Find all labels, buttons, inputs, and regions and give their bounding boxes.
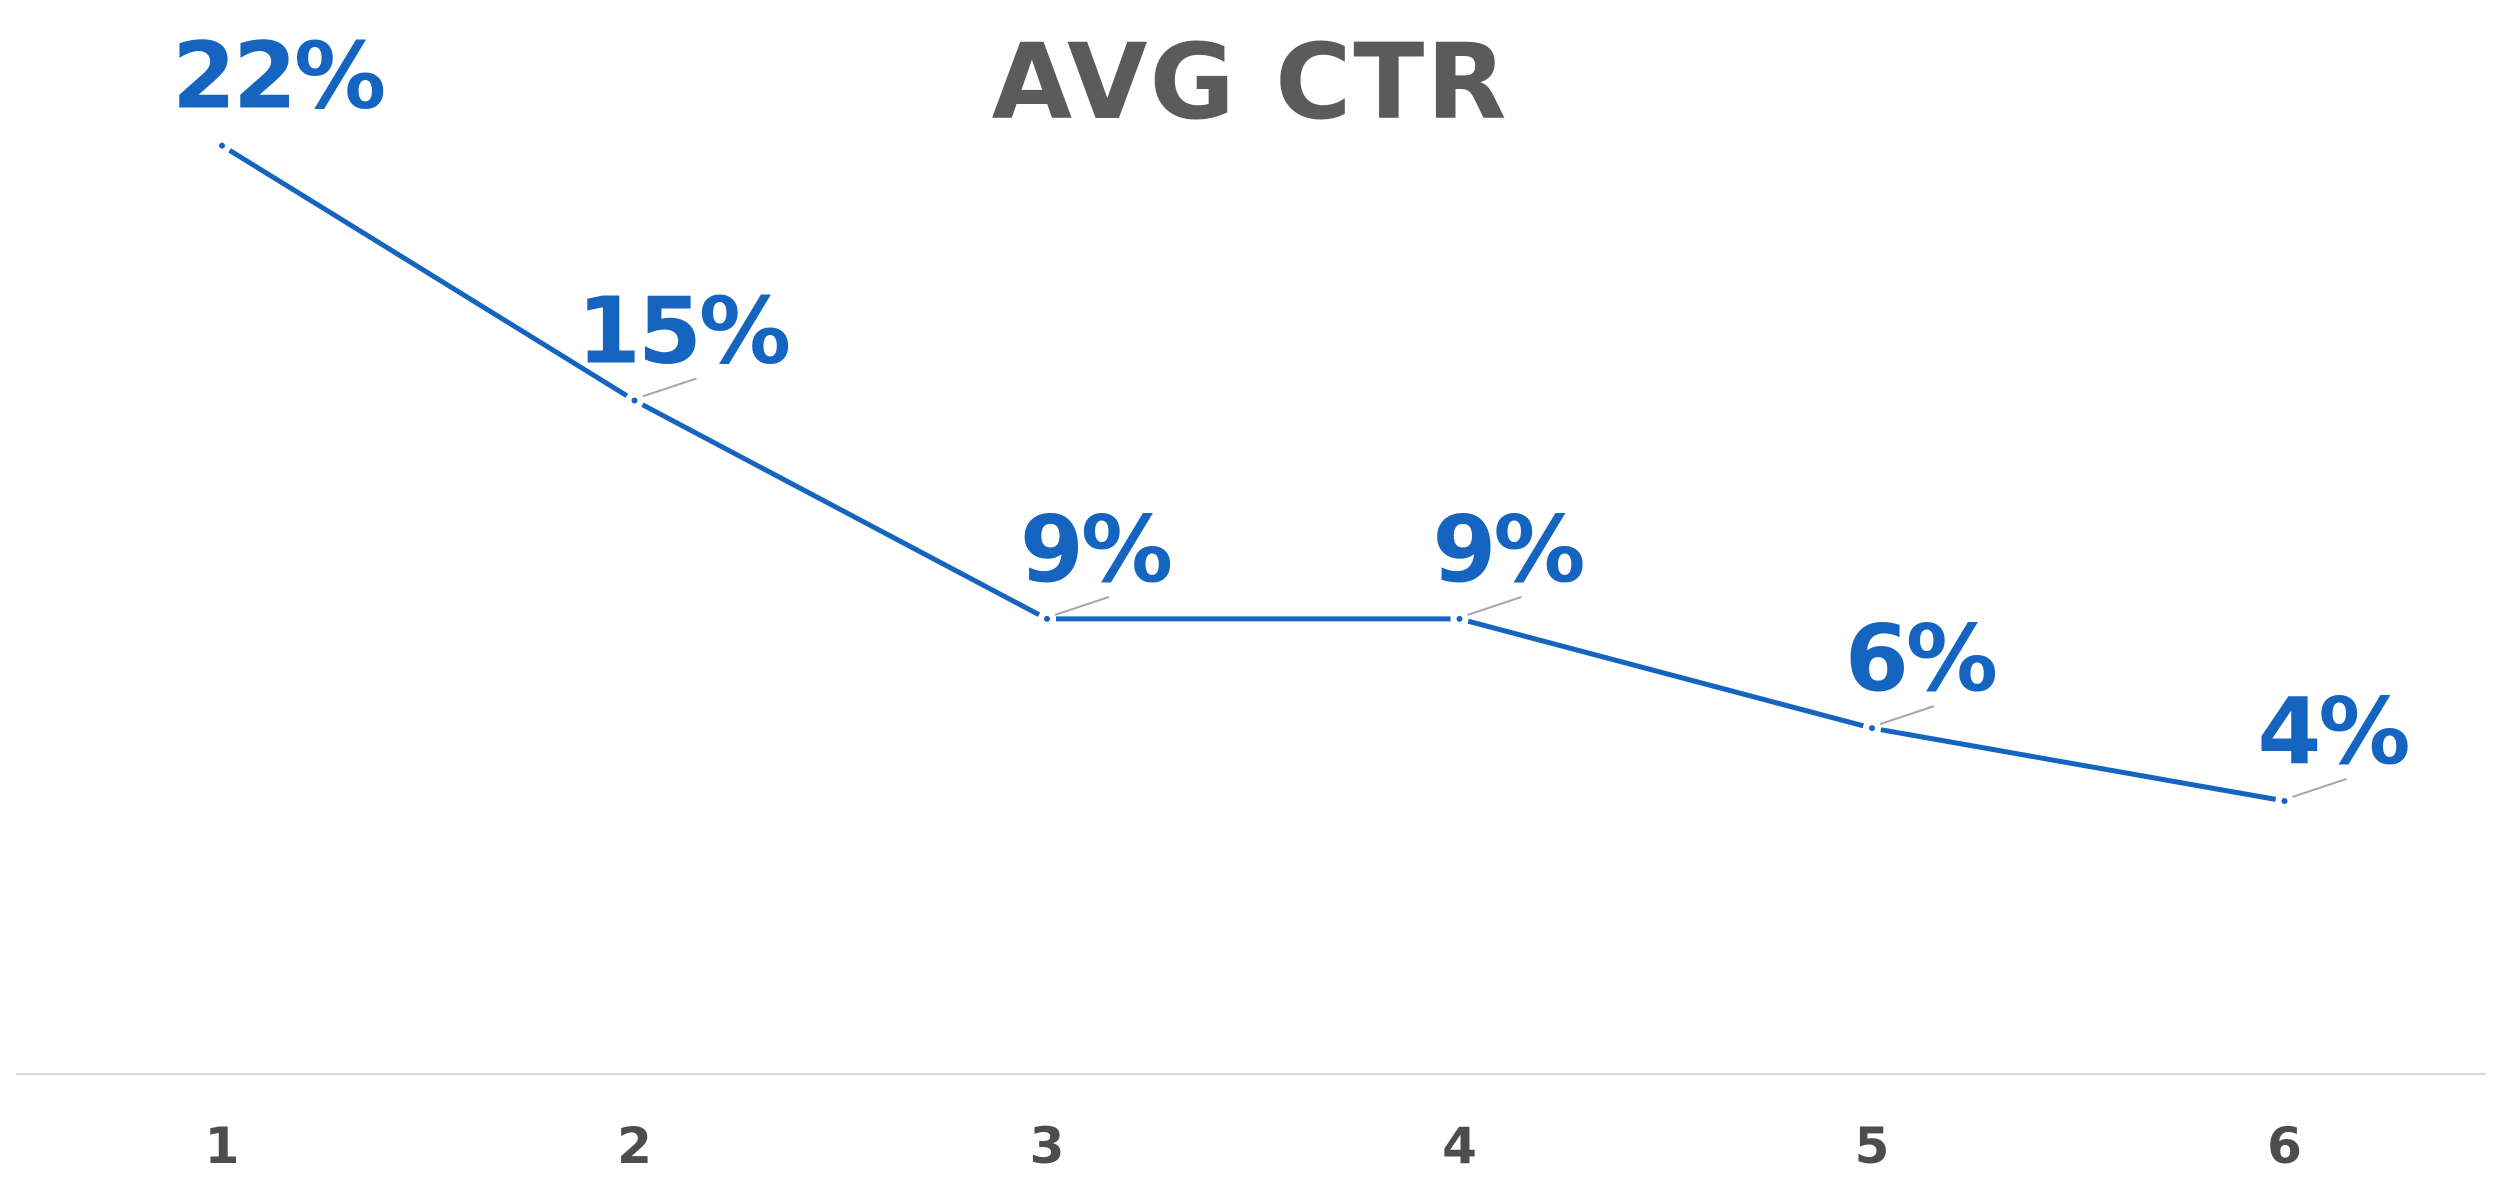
leader-line [1054,595,1110,616]
x-tick-label: 3 [1030,1117,1065,1175]
x-axis-ticks: 1 2 3 4 5 6 [205,1117,2302,1175]
x-tick-label: 1 [205,1117,240,1175]
x-tick-label: 2 [617,1117,652,1175]
series-group [219,142,2288,804]
x-tick-label: 6 [2267,1117,2302,1175]
data-label: 15% [577,277,789,384]
chart-title: AVG CTR [992,21,1509,143]
leader-line [2292,778,2347,798]
data-label: 9% [1020,496,1171,603]
data-label: 9% [1432,496,1583,603]
data-label: 6% [1845,605,1996,712]
data-label: 4% [2257,678,2408,785]
data-point [2281,797,2288,804]
data-point [1456,615,1463,622]
data-point [1044,615,1050,622]
line-segment [1880,727,2277,802]
leader-line [1879,705,1935,726]
data-label: 22% [172,23,384,130]
x-tick-label: 4 [1442,1117,1477,1175]
leader-line [642,377,697,398]
data-labels: 22% 15% 9% 9% 6% 4% [172,23,2411,798]
leader-line [1467,595,1522,616]
line-segment [228,148,629,398]
x-tick-label: 5 [1855,1117,1890,1175]
data-point [219,142,225,149]
data-point [631,397,638,404]
data-point [1869,725,1875,732]
line-segment [641,402,1041,617]
line-segment [1467,618,1864,729]
